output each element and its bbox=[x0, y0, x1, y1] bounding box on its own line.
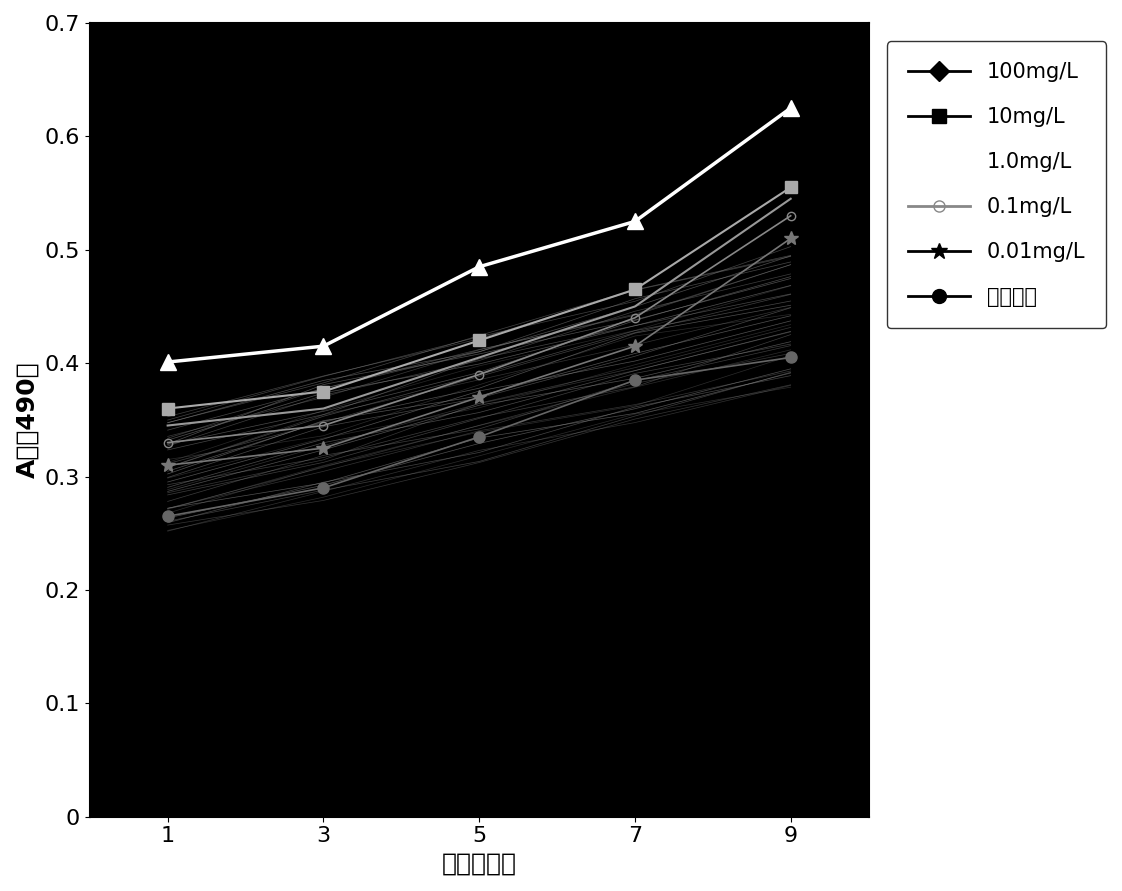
10mg/L bbox=[784, 182, 798, 192]
Legend: 100mg/L, 10mg/L, 1.0mg/L, 0.1mg/L, 0.01mg/L, 阴性对照: 100mg/L, 10mg/L, 1.0mg/L, 0.1mg/L, 0.01m… bbox=[886, 41, 1106, 328]
Line: 100mg/L: 100mg/L bbox=[159, 100, 799, 371]
Line: 10mg/L: 10mg/L bbox=[162, 182, 797, 414]
100mg/L bbox=[472, 261, 486, 272]
0.1mg/L bbox=[316, 421, 330, 431]
阴性对照 bbox=[628, 375, 642, 386]
0.01mg/L bbox=[472, 392, 486, 403]
0.01mg/L bbox=[628, 341, 642, 352]
0.01mg/L bbox=[784, 233, 798, 244]
10mg/L bbox=[472, 335, 486, 346]
1.0mg/L bbox=[628, 301, 642, 312]
10mg/L bbox=[316, 386, 330, 396]
0.1mg/L bbox=[472, 369, 486, 380]
Line: 0.01mg/L: 0.01mg/L bbox=[160, 232, 798, 472]
100mg/L bbox=[628, 217, 642, 227]
Y-axis label: A値（490）: A値（490） bbox=[15, 362, 39, 478]
10mg/L bbox=[160, 403, 174, 413]
0.01mg/L bbox=[316, 443, 330, 454]
阴性对照 bbox=[316, 483, 330, 494]
10mg/L bbox=[628, 284, 642, 295]
100mg/L bbox=[316, 341, 330, 352]
Line: 阴性对照: 阴性对照 bbox=[162, 352, 797, 522]
阴性对照 bbox=[784, 352, 798, 363]
阴性对照 bbox=[160, 511, 174, 521]
阴性对照 bbox=[472, 431, 486, 442]
0.1mg/L bbox=[160, 437, 174, 448]
0.1mg/L bbox=[628, 313, 642, 323]
1.0mg/L bbox=[160, 421, 174, 431]
Line: 1.0mg/L: 1.0mg/L bbox=[167, 199, 791, 426]
1.0mg/L bbox=[472, 352, 486, 363]
X-axis label: 时间（天）: 时间（天） bbox=[442, 852, 516, 876]
1.0mg/L bbox=[316, 403, 330, 413]
100mg/L bbox=[784, 102, 798, 113]
1.0mg/L bbox=[784, 193, 798, 204]
0.1mg/L bbox=[784, 210, 798, 221]
100mg/L bbox=[160, 356, 174, 367]
Line: 0.1mg/L: 0.1mg/L bbox=[164, 211, 794, 446]
0.01mg/L bbox=[160, 460, 174, 470]
